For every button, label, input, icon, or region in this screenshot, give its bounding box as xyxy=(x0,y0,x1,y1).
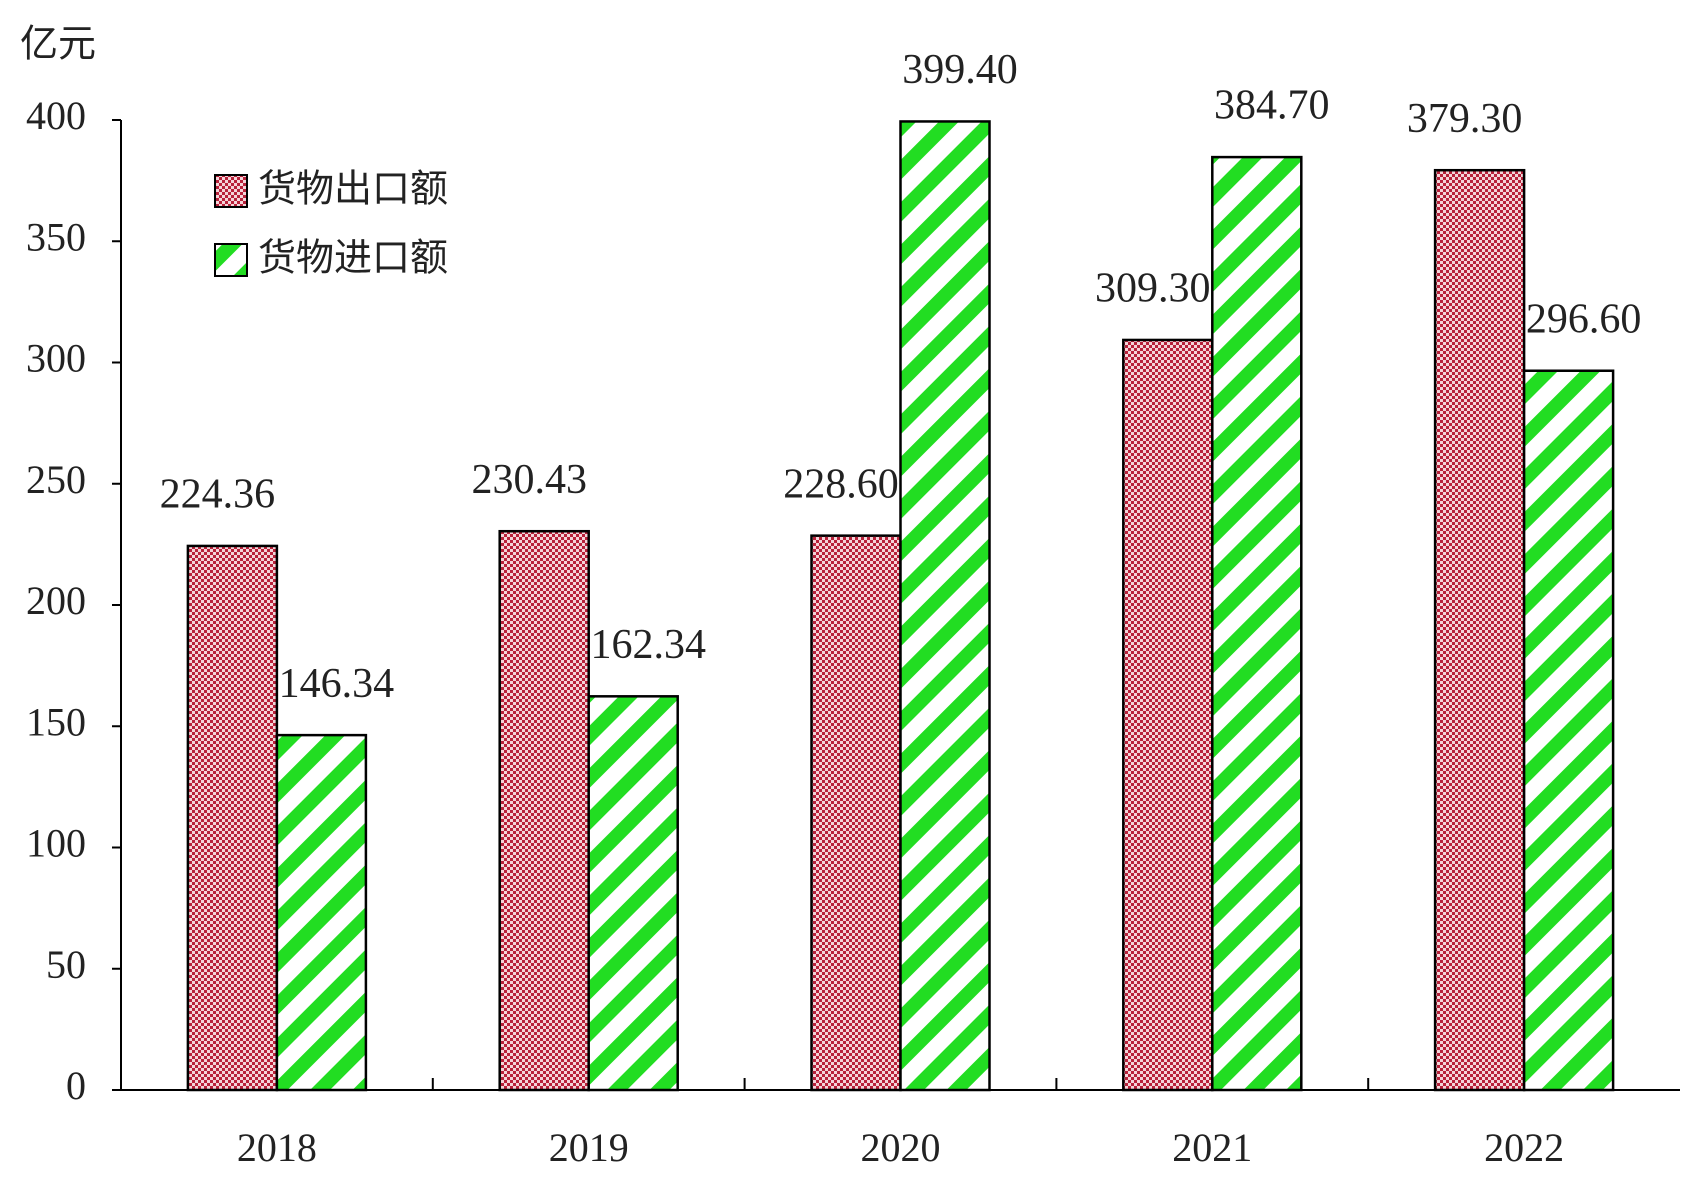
value-label: 399.40 xyxy=(902,47,1018,93)
y-tick-label: 100 xyxy=(26,821,86,866)
bar xyxy=(1211,155,1303,1092)
legend-swatch xyxy=(214,174,248,208)
bar xyxy=(1122,338,1214,1092)
value-label: 296.60 xyxy=(1526,296,1642,342)
legend-swatch xyxy=(214,243,248,277)
y-tick-label: 300 xyxy=(26,336,86,381)
legend-label: 货物进口额 xyxy=(258,236,448,280)
legend-label: 货物出口额 xyxy=(258,167,448,211)
y-unit-label: 亿元 xyxy=(20,22,96,66)
bar xyxy=(810,534,902,1092)
x-tick-label: 2019 xyxy=(549,1125,629,1170)
y-tick-label: 250 xyxy=(26,457,86,502)
y-tick-label: 400 xyxy=(26,93,86,138)
bar xyxy=(587,695,679,1092)
value-label: 162.34 xyxy=(590,622,706,668)
bar xyxy=(1522,369,1615,1092)
value-label: 228.60 xyxy=(783,461,899,507)
y-tick-label: 0 xyxy=(66,1063,86,1108)
bar xyxy=(275,733,368,1092)
bar xyxy=(498,529,590,1092)
y-tick-label: 350 xyxy=(26,214,86,259)
y-tick-label: 50 xyxy=(46,942,86,987)
x-tick-label: 2020 xyxy=(861,1125,941,1170)
value-label: 309.30 xyxy=(1095,266,1211,312)
bar xyxy=(899,120,991,1092)
value-label: 230.43 xyxy=(471,457,587,503)
value-label: 379.30 xyxy=(1407,96,1523,142)
x-tick-label: 2021 xyxy=(1172,1125,1252,1170)
y-tick-label: 150 xyxy=(26,699,86,744)
x-tick-label: 2018 xyxy=(237,1125,317,1170)
bar xyxy=(1433,168,1526,1092)
y-tick-label: 200 xyxy=(26,578,86,623)
value-label: 224.36 xyxy=(160,472,276,518)
bar xyxy=(186,544,279,1092)
value-label: 146.34 xyxy=(279,661,395,707)
x-tick-label: 2022 xyxy=(1484,1125,1564,1170)
value-label: 384.70 xyxy=(1214,83,1330,129)
